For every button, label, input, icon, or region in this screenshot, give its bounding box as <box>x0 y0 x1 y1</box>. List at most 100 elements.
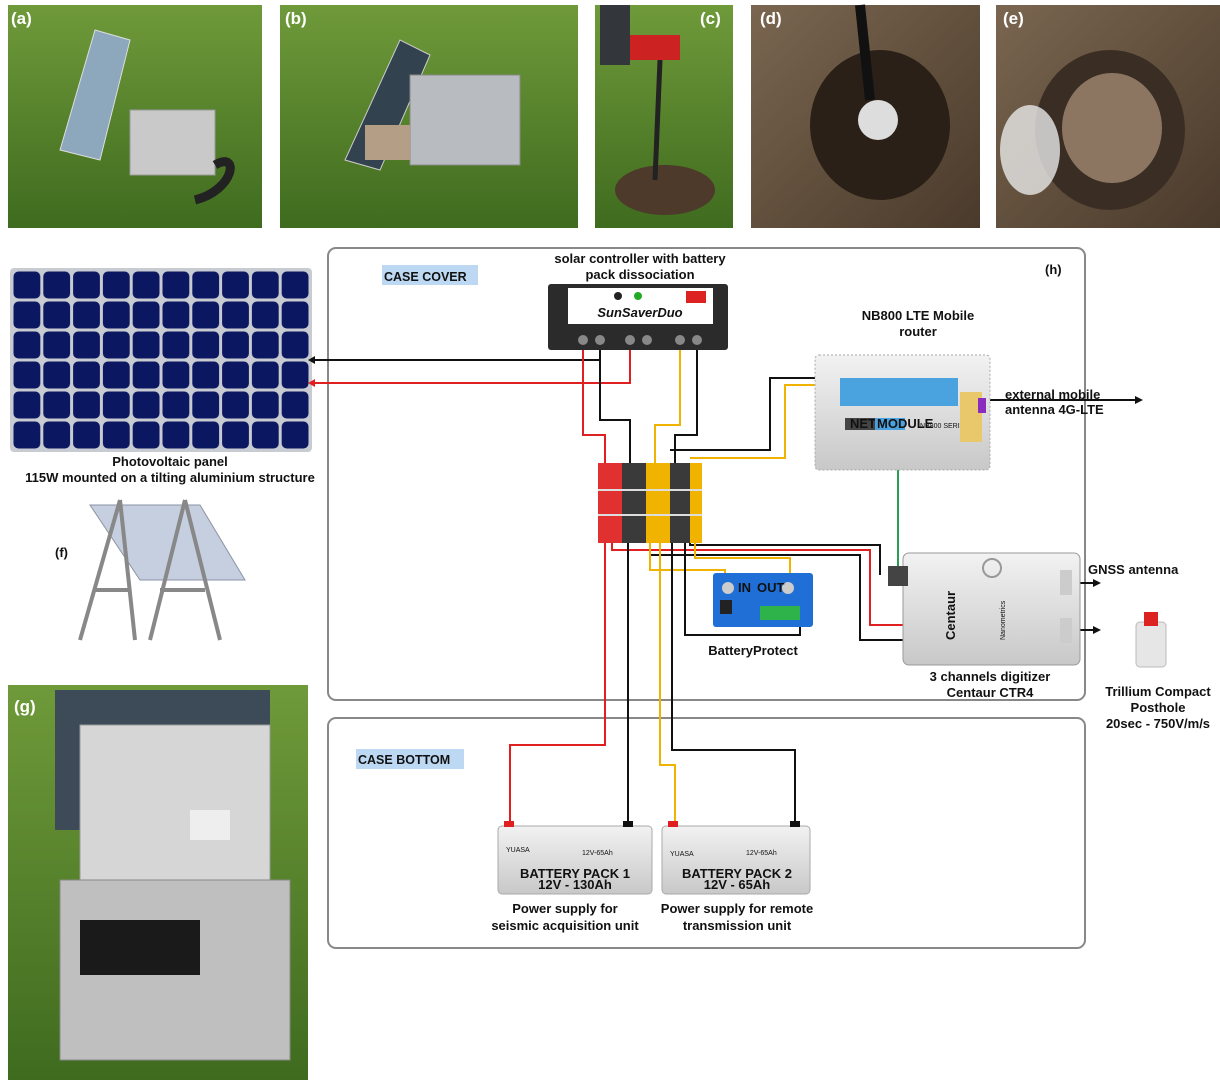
panel-f-drawing: (f) <box>55 499 246 641</box>
lte-router-part <box>960 392 982 442</box>
photo-e-part <box>1000 105 1060 195</box>
wires-part <box>1135 396 1143 404</box>
photo-b-part <box>365 125 410 160</box>
photo-c-part <box>652 59 663 181</box>
battery-caption: Power supply for <box>512 901 617 916</box>
solar-controller-part <box>686 291 706 303</box>
battery-1-part <box>623 821 633 827</box>
wires-part <box>582 345 606 465</box>
wires-part <box>315 345 631 384</box>
digitizer-part <box>1060 570 1072 595</box>
component-label: pack dissociation <box>585 267 694 282</box>
device-brand: SunSaverDuo <box>597 305 682 320</box>
antenna-label: external mobile <box>1005 387 1100 402</box>
wires-part <box>308 356 315 364</box>
lte-router-part <box>845 418 875 430</box>
photo-g-part <box>80 920 200 975</box>
photo-label: (a) <box>11 9 32 28</box>
component-label: router <box>899 324 937 339</box>
digitizer-part <box>1060 618 1072 643</box>
component-label: Posthole <box>1131 700 1186 715</box>
lte-router-part <box>875 418 905 430</box>
device-brand: Centaur <box>943 591 958 640</box>
terminal-block-part <box>646 463 670 543</box>
antenna-label: GNSS antenna <box>1088 562 1179 577</box>
wires-part <box>659 540 676 825</box>
solar-controller-part <box>642 335 652 345</box>
component-label: solar controller with battery <box>554 251 726 266</box>
wires-part <box>654 345 681 465</box>
wires-part <box>690 384 815 459</box>
wires-part <box>694 540 791 585</box>
photo-d-part <box>858 100 898 140</box>
battery-protect-part <box>720 600 732 614</box>
battery-label: BATTERY PACK 2 <box>682 866 792 881</box>
digitizer: Centaur Nanometrics 3 channels digitizer… <box>888 552 1081 700</box>
solar-controller-part <box>675 335 685 345</box>
battery-protect-part <box>782 582 794 594</box>
device-series: NB800 SERIES <box>920 423 969 430</box>
photo-g-part <box>79 724 271 896</box>
lte-router-part <box>978 398 986 413</box>
photo-a-part <box>59 29 131 161</box>
photo-label: (e) <box>1003 9 1024 28</box>
wires-part <box>611 540 905 626</box>
battery-caption: seismic acquisition unit <box>491 918 639 933</box>
photo-c-part <box>630 35 680 60</box>
section-highlight <box>382 265 478 285</box>
photo-d-part <box>855 4 875 101</box>
port-label: IN <box>738 580 751 595</box>
wires-part <box>599 345 631 465</box>
battery-label: BATTERY PACK 1 <box>520 866 630 881</box>
terminal-block-part <box>598 463 622 543</box>
photo-b-part <box>409 74 521 166</box>
device-maker: Nanometrics <box>1000 600 1007 640</box>
seismometer-part <box>1144 612 1158 626</box>
photo-a-part <box>193 157 235 205</box>
photo-b: (b) <box>280 5 578 228</box>
panel-caption: Photovoltaic panel <box>112 454 228 469</box>
panel-label: (g) <box>14 697 36 716</box>
lte-router: NB800 LTE Mobile router NET MODULE NB800… <box>814 308 991 471</box>
photo-a-part <box>129 109 216 176</box>
component-label: Centaur CTR4 <box>947 685 1034 700</box>
battery-2: YUASA 12V-65Ah BATTERY PACK 2 12V - 65Ah… <box>661 821 813 933</box>
solar-controller-part <box>578 335 588 345</box>
terminal-block-part <box>690 463 702 543</box>
section-label: CASE BOTTOM <box>358 753 450 767</box>
panel-f-drawing-part <box>89 504 246 581</box>
battery-1: YUASA 12V-65Ah BATTERY PACK 1 12V - 130A… <box>491 821 653 933</box>
case-bottom-box <box>327 717 1086 949</box>
digitizer-part <box>982 558 1002 578</box>
section-highlight <box>356 749 464 769</box>
component-label: Trillium Compact <box>1105 684 1211 699</box>
device-brand: NET <box>850 416 876 431</box>
terminal-block-part <box>598 489 702 516</box>
solar-controller-part <box>595 335 605 345</box>
photo-g: (g) <box>8 685 308 1080</box>
photo-e: (e) <box>996 5 1220 228</box>
wires-part <box>670 377 815 451</box>
battery-protect: IN OUT BatteryProtect <box>708 573 813 658</box>
terminal-block-part <box>670 463 690 543</box>
wires-part <box>674 345 698 465</box>
panel-caption: 115W mounted on a tilting aluminium stru… <box>25 470 315 485</box>
solar-controller-part <box>625 335 635 345</box>
battery-2-part <box>790 821 800 827</box>
digitizer-part <box>902 552 1081 666</box>
battery-caption: transmission unit <box>683 918 792 933</box>
lte-router-part <box>840 378 958 406</box>
panel-label: (h) <box>1045 262 1062 277</box>
battery-1-part <box>504 821 514 827</box>
battery-label: 12V - 130Ah <box>538 877 612 892</box>
photovoltaic-panel: Photovoltaic panel 115W mounted on a til… <box>10 268 315 485</box>
component-label: NB800 LTE Mobile <box>862 308 974 323</box>
solar-controller-part <box>614 292 622 300</box>
component-label: 3 channels digitizer <box>930 669 1051 684</box>
solar-controller-part <box>692 335 702 345</box>
photo-c-part <box>600 5 630 65</box>
wires-part <box>1093 626 1101 634</box>
